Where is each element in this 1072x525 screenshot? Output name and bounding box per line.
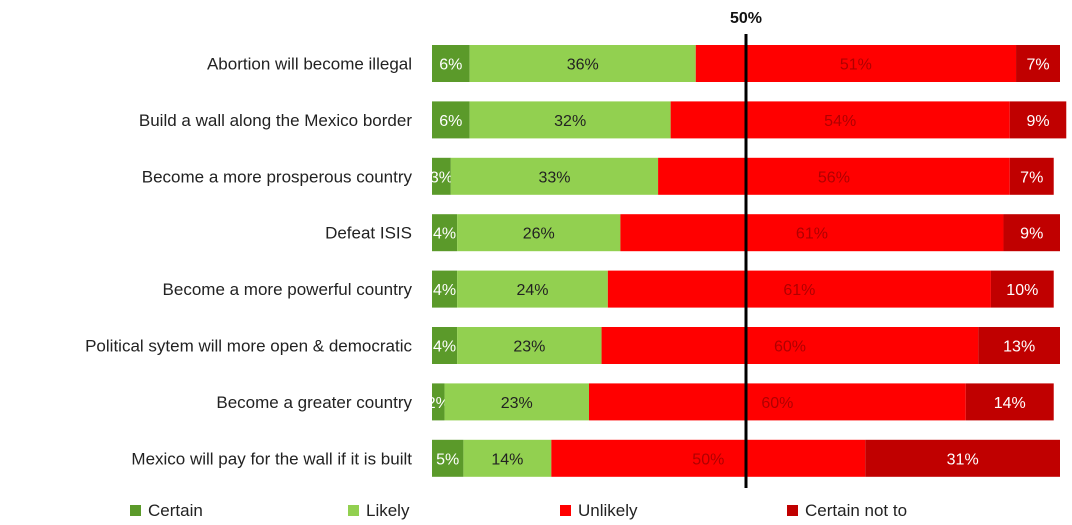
bars-layer: 6% 36% 51% 7% 6% 32% 54% 9% 3% 33% 56% 7% 4% 26% 61% 9%…	[427, 45, 1067, 477]
data-label: 56%	[818, 169, 850, 186]
legend: Certain Likely Unlikely Certain not to	[130, 501, 907, 520]
data-label: 23%	[501, 395, 533, 412]
bar-segment-certain-not-to	[990, 270, 1054, 308]
bar-segment-certain	[432, 439, 464, 477]
bar-segment-certain-not-to	[1009, 157, 1054, 195]
category-labels: Abortion will become illegal Build a wall…	[85, 55, 412, 469]
data-label: 26%	[523, 226, 555, 243]
legend-swatch	[560, 505, 571, 516]
category-label: Build a wall along the Mexico border	[139, 111, 412, 130]
bar-segment-unlikely	[658, 157, 1010, 195]
legend-label: Certain not to	[805, 501, 907, 520]
bar-segment-likely	[450, 157, 659, 195]
bar-segment-likely	[457, 327, 602, 364]
data-label: 6%	[439, 113, 462, 130]
bar-segment-unlikely	[607, 270, 991, 308]
category-label: Become a more prosperous country	[142, 167, 413, 186]
data-label: 54%	[824, 113, 856, 130]
bar-segment-certain-not-to	[978, 327, 1060, 364]
bar-segment-certain	[432, 214, 458, 252]
bar-segment-unlikely	[695, 45, 1017, 82]
data-label: 61%	[783, 282, 815, 299]
bar-segment-certain-not-to	[1003, 214, 1060, 252]
bar-segment-certain	[432, 383, 445, 421]
legend-swatch	[130, 505, 141, 516]
data-label: 13%	[1003, 339, 1035, 356]
bar-segment-likely	[457, 270, 608, 308]
data-label: 10%	[1006, 282, 1038, 299]
data-label: 14%	[491, 451, 523, 468]
data-label: 7%	[1026, 57, 1049, 74]
data-label: 4%	[433, 282, 456, 299]
legend-label: Certain	[148, 501, 203, 520]
bar-segment-unlikely	[670, 101, 1010, 139]
data-label: 9%	[1026, 113, 1049, 130]
bar-segment-unlikely	[589, 383, 966, 421]
legend-label: Unlikely	[578, 501, 638, 520]
data-label: 2%	[427, 395, 450, 412]
legend-label: Likely	[366, 501, 410, 520]
bar-segment-certain	[432, 327, 458, 364]
data-label: 4%	[433, 226, 456, 243]
bar-segment-certain	[432, 270, 458, 308]
data-label: 14%	[994, 395, 1026, 412]
category-label: Mexico will pay for the wall if it is bu…	[131, 449, 412, 468]
bar-segment-likely	[469, 45, 696, 82]
bar-segment-certain-not-to	[1016, 45, 1060, 82]
category-label: Become a more powerful country	[163, 280, 413, 299]
category-label: Become a greater country	[216, 393, 412, 412]
data-label: 24%	[516, 282, 548, 299]
data-label: 6%	[439, 57, 462, 74]
bar-segment-certain	[432, 101, 470, 139]
bar-segment-unlikely	[620, 214, 1004, 252]
bar-segment-likely	[457, 214, 621, 252]
bar-segment-unlikely	[601, 327, 979, 364]
data-label: 36%	[567, 57, 599, 74]
bar-segment-certain	[432, 45, 470, 82]
bar-segment-certain-not-to	[865, 439, 1060, 477]
bar-segment-likely	[444, 383, 589, 421]
category-label: Defeat ISIS	[325, 224, 412, 243]
legend-swatch	[348, 505, 359, 516]
data-label: 60%	[761, 395, 793, 412]
data-label: 23%	[513, 339, 545, 356]
data-label: 31%	[947, 451, 979, 468]
data-label: 61%	[796, 226, 828, 243]
reference-line-label: 50%	[730, 10, 762, 27]
data-label: 32%	[554, 113, 586, 130]
bar-segment-likely	[469, 101, 671, 139]
data-label: 33%	[538, 169, 570, 186]
data-label: 51%	[840, 57, 872, 74]
category-label: Political sytem will more open & democra…	[85, 337, 412, 356]
data-label: 9%	[1020, 226, 1043, 243]
category-label: Abortion will become illegal	[207, 55, 412, 74]
data-label: 7%	[1020, 169, 1043, 186]
bar-segment-certain-not-to	[965, 383, 1054, 421]
data-label: 60%	[774, 339, 806, 356]
bar-segment-likely	[463, 439, 552, 477]
bar-segment-unlikely	[551, 439, 866, 477]
data-label: 5%	[436, 451, 459, 468]
legend-swatch	[787, 505, 798, 516]
data-label: 3%	[430, 169, 453, 186]
bar-segment-certain	[432, 157, 451, 195]
data-label: 4%	[433, 339, 456, 356]
bar-segment-certain-not-to	[1009, 101, 1067, 139]
data-label: 50%	[692, 451, 724, 468]
